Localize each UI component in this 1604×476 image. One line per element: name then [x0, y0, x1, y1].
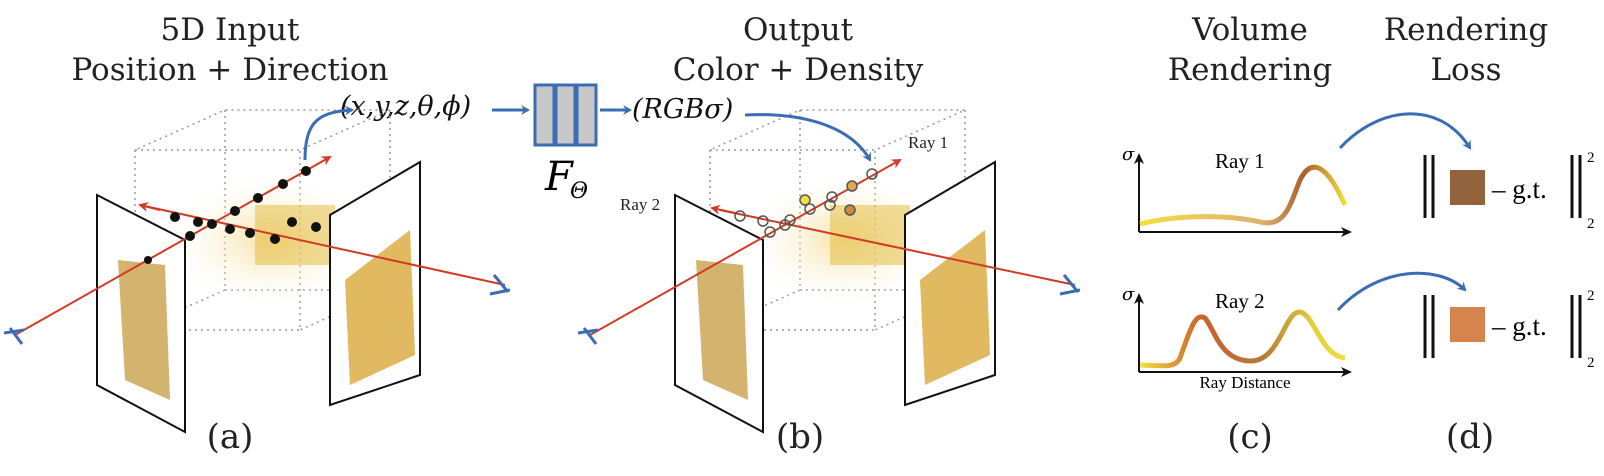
minus-ground-truth: – g.t.: [1491, 311, 1547, 341]
panel-b-caption: (b): [776, 417, 824, 457]
network-subscript: Θ: [570, 179, 588, 204]
rendered-color-swatch: [1450, 170, 1485, 205]
panel-c-title-line1: Volume: [1191, 12, 1308, 48]
ray-1: [14, 156, 332, 336]
norm-superscript: 2: [1587, 288, 1595, 304]
panel-a-title-line1: 5D Input: [161, 12, 300, 48]
render-to-loss-arrow-2: [1336, 271, 1467, 312]
norm-bars: [1423, 295, 1582, 358]
panel-c-caption: (c): [1227, 417, 1273, 457]
panel-a-title-line2: Position + Direction: [71, 52, 388, 88]
network-label: F: [544, 154, 574, 200]
ray-2-arrow: [710, 204, 736, 215]
network-mlp-icon: [533, 83, 598, 147]
panel-b-title-line1: Output: [743, 12, 854, 48]
scene-b: Ray 1 Ray 2: [577, 109, 1081, 434]
scene-ray2-label: Ray 2: [620, 195, 660, 214]
image-left-content: [696, 260, 748, 400]
minus-ground-truth: – g.t.: [1491, 174, 1547, 204]
render-to-loss-arrow-1: [1338, 112, 1472, 150]
panel-a-caption: (a): [207, 417, 254, 457]
y-axis-symbol: σ: [1122, 144, 1135, 165]
norm-bars: [1423, 155, 1582, 218]
camera-icon: [1059, 274, 1081, 296]
loss-term-ray2: – g.t. 2 2: [1423, 288, 1595, 371]
density-curve: [1139, 164, 1348, 227]
scene-a: [3, 105, 511, 434]
sample-points-colored: [734, 168, 878, 238]
loss-term-ray1: – g.t. 2 2: [1423, 150, 1595, 232]
panel-d-title-line1: Rendering: [1384, 12, 1548, 48]
rendered-color-swatch: [1450, 307, 1485, 342]
sample-points: [144, 166, 321, 264]
panel-d-caption: (d): [1446, 417, 1494, 457]
density-plot-ray2: σ Ray 2 Ray Distance: [1122, 284, 1352, 392]
panel-c-title-line2: Rendering: [1168, 52, 1332, 88]
input-tuple: (x,y,z,θ,ϕ): [340, 91, 471, 122]
x-axis-label: Ray Distance: [1199, 373, 1290, 392]
bulldozer-render: [830, 205, 910, 265]
camera-icon: [3, 327, 25, 345]
image-right-content: [345, 230, 415, 385]
bulldozer-render: [255, 205, 335, 265]
density-plot-ray1: σ Ray 1: [1122, 144, 1352, 237]
y-axis-symbol: σ: [1122, 284, 1135, 305]
scene-ray1-label: Ray 1: [908, 133, 948, 152]
plot-title-ray2: Ray 2: [1215, 289, 1265, 313]
sample-to-input-arrow: [303, 105, 354, 161]
output-to-samples-arrow: [744, 113, 872, 162]
camera-icon: [489, 274, 511, 296]
output-tuple: (RGBσ): [632, 94, 733, 125]
ray-2-arrow: [138, 202, 161, 212]
image-left-content: [118, 260, 170, 400]
image-right-content: [920, 230, 990, 385]
density-curve: [1139, 309, 1346, 369]
panel-b-title-line2: Color + Density: [673, 52, 924, 88]
camera-icon: [577, 327, 599, 345]
ray-2: [719, 209, 1076, 286]
norm-subscript: 2: [1587, 216, 1595, 232]
plot-title-ray1: Ray 1: [1215, 149, 1265, 173]
norm-superscript: 2: [1587, 150, 1595, 166]
norm-subscript: 2: [1587, 355, 1595, 371]
panel-d-title-line2: Loss: [1430, 52, 1501, 88]
